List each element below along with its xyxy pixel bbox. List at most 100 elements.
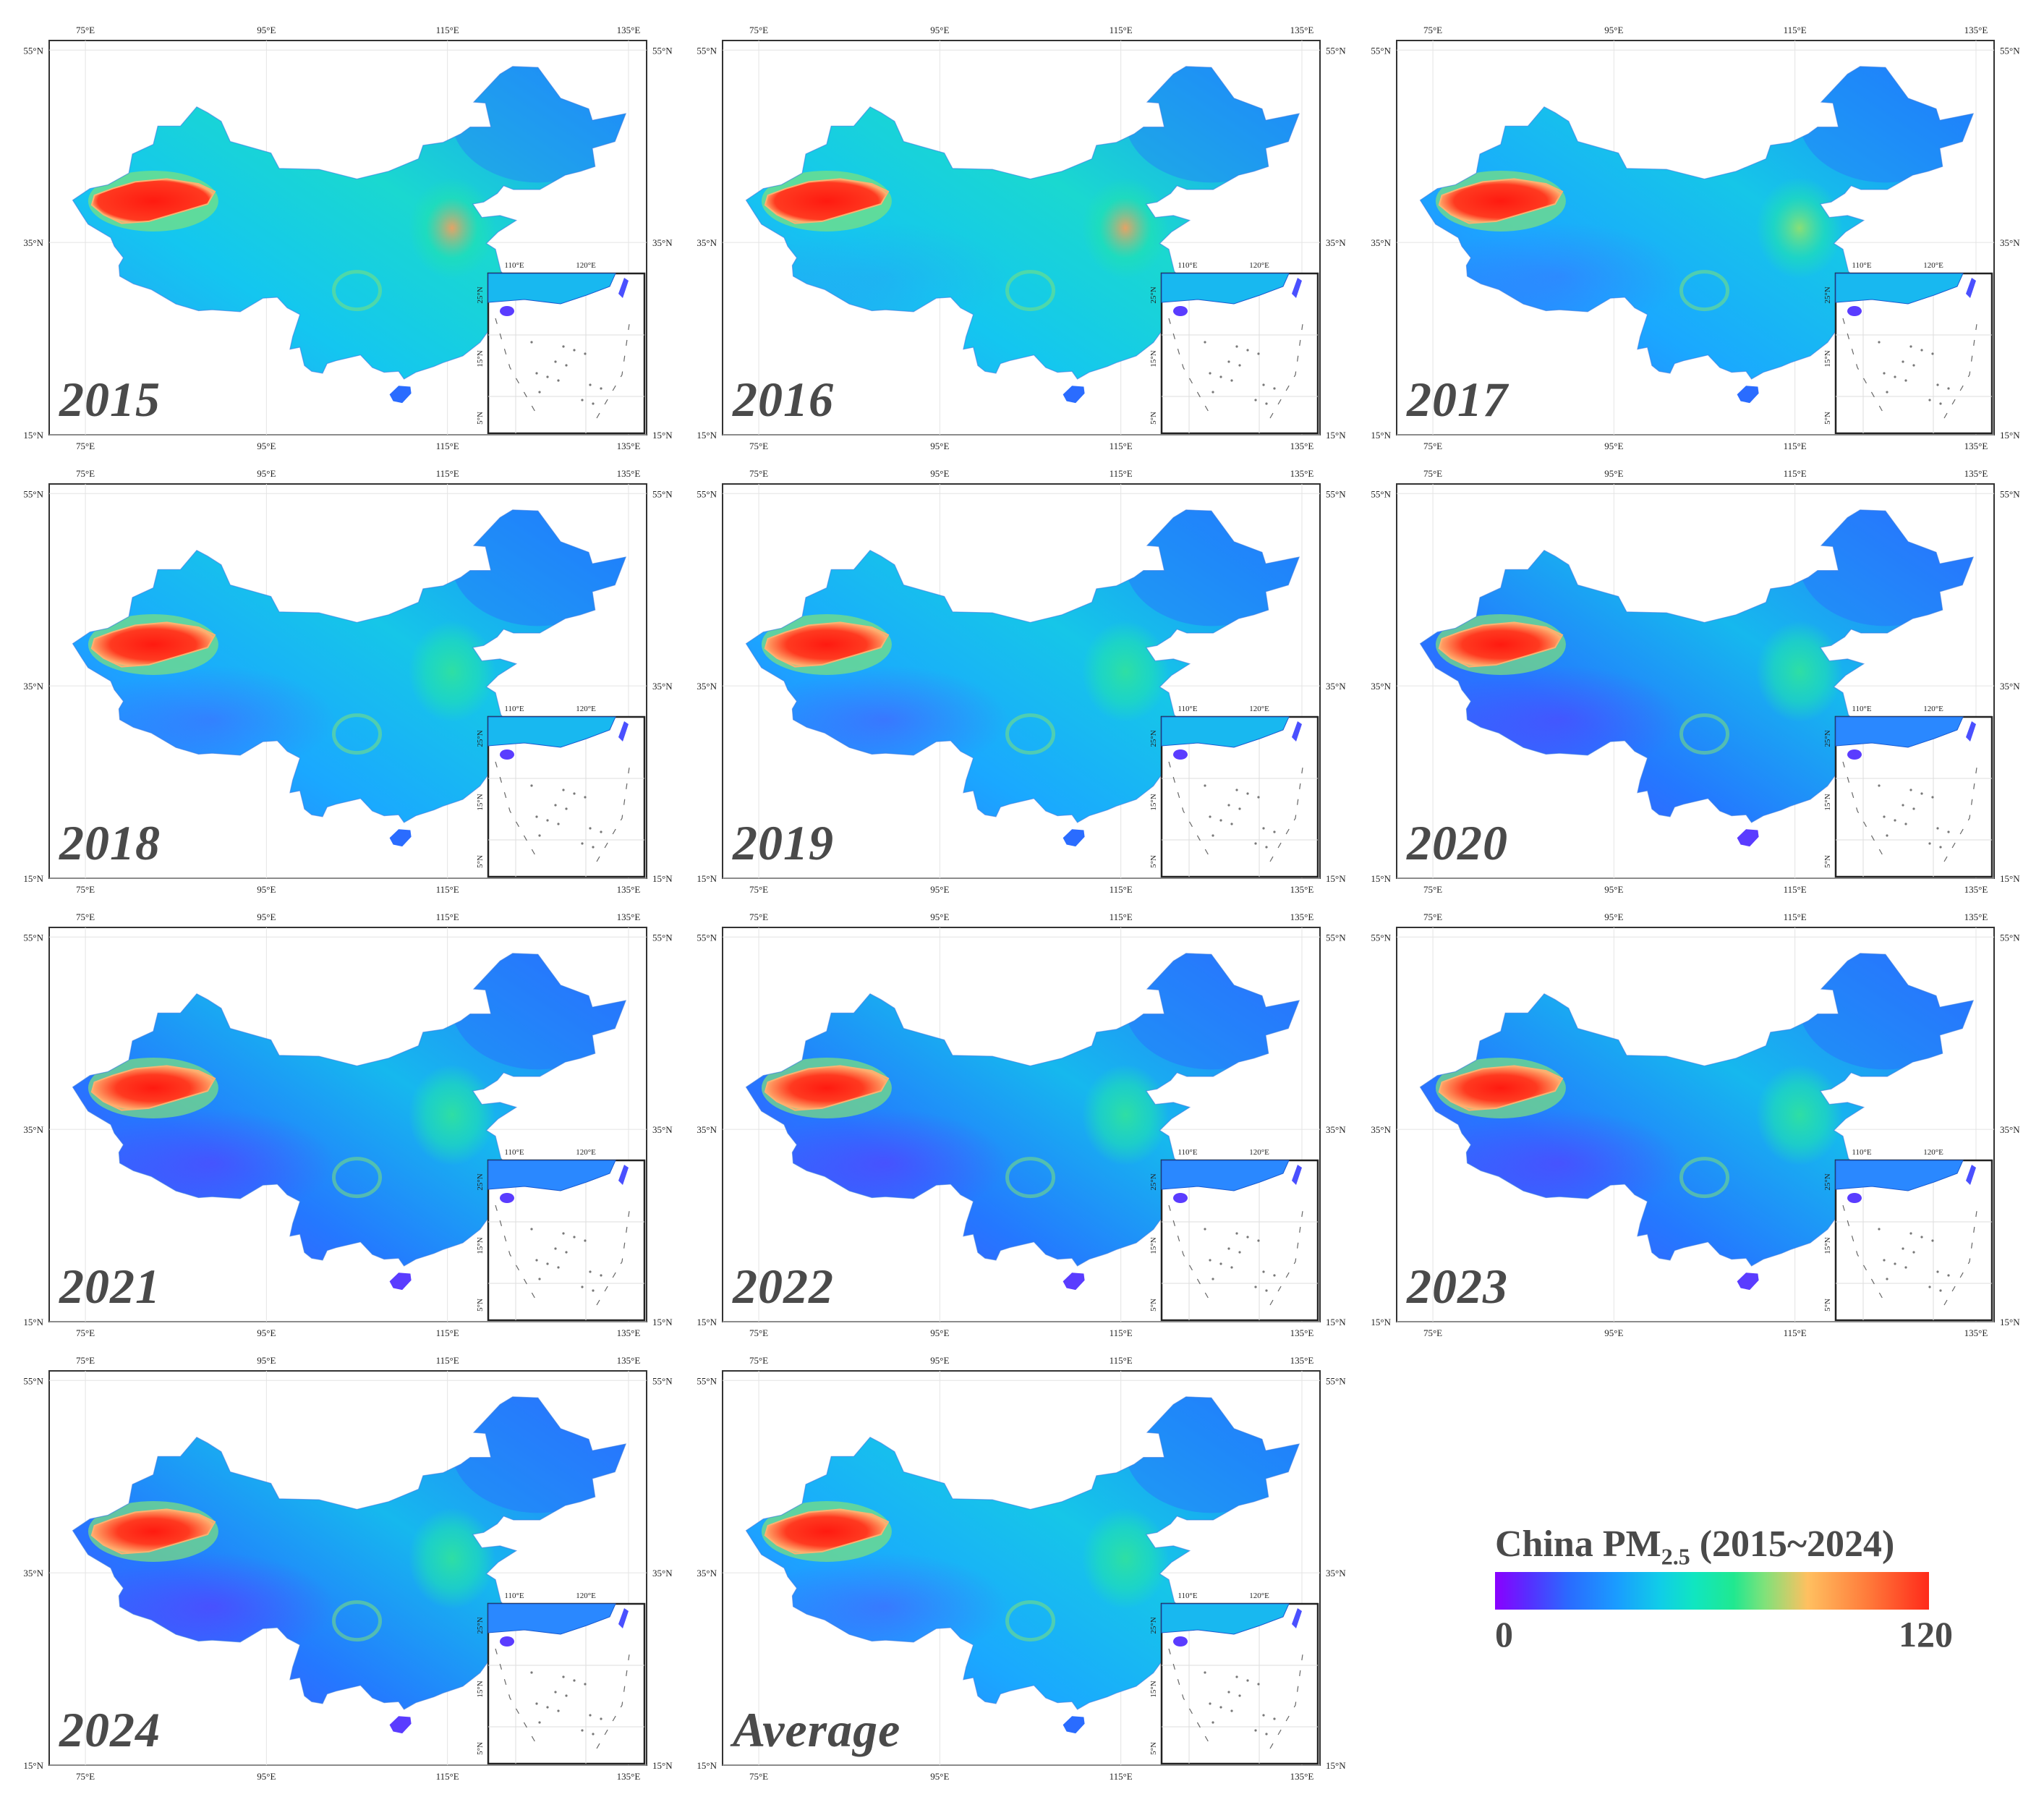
lat-tick-left: 15°N — [23, 430, 43, 441]
lon-tick-top: 135°E — [617, 1355, 641, 1366]
lon-tick-top: 115°E — [1110, 468, 1133, 479]
lon-tick-bottom: 75°E — [1423, 441, 1442, 451]
inset-lon-120: 120°E — [576, 1148, 596, 1157]
inset-lat-5: 5°N — [476, 1742, 485, 1755]
map-panel-2021: 110°E 120°E 25°N 15°N 5°N 75°E 75°E 95°E 95°E 115… — [0, 887, 684, 1338]
lat-tick-right: 35°N — [652, 1124, 673, 1135]
panel-year-label: 2015 — [59, 372, 161, 427]
inset-lon-110: 110°E — [1178, 261, 1197, 270]
lat-tick-left: 55°N — [1371, 488, 1391, 499]
map-panel-2015: 110°E 120°E 25°N 15°N 5°N 75°E 75°E 95°E 95°E 115… — [0, 0, 684, 451]
map-panel-2016: 110°E 120°E 25°N 15°N 5°N 75°E 75°E 95°E 95°E 115… — [673, 0, 1358, 451]
lon-tick-bottom: 115°E — [1784, 1327, 1807, 1338]
lon-tick-top: 95°E — [930, 912, 949, 922]
hainan-island — [389, 1272, 412, 1291]
map-panel-average: 110°E 120°E 25°N 15°N 5°N 75°E 75°E 95°E 95°E 115… — [673, 1330, 1358, 1782]
lon-tick-bottom: 115°E — [1784, 884, 1807, 895]
lon-tick-top: 115°E — [436, 25, 459, 35]
lon-tick-top: 75°E — [1423, 468, 1442, 479]
inset-lon-110: 110°E — [504, 261, 524, 270]
inset-lat-5: 5°N — [476, 855, 485, 868]
legend-max-label: 120 — [1899, 1614, 1953, 1654]
lon-tick-top: 75°E — [76, 468, 95, 479]
hainan-island — [1063, 829, 1085, 847]
lat-tick-left: 55°N — [697, 932, 717, 943]
hainan-island — [1737, 829, 1759, 847]
panel-year-label: 2020 — [1407, 815, 1508, 870]
inset-lon-110: 110°E — [1178, 1148, 1197, 1157]
lat-tick-right: 55°N — [652, 45, 673, 56]
map-panel-2018: 110°E 120°E 25°N 15°N 5°N 75°E 75°E 95°E 95°E 115… — [0, 443, 684, 895]
lon-tick-bottom: 95°E — [257, 441, 276, 451]
lon-tick-top: 135°E — [617, 25, 641, 35]
lon-tick-top: 75°E — [1423, 25, 1442, 35]
lat-tick-right: 35°N — [652, 681, 673, 692]
lon-tick-bottom: 75°E — [749, 1771, 768, 1782]
inset-lat-15: 15°N — [1149, 350, 1158, 367]
lon-tick-top: 115°E — [1110, 912, 1133, 922]
lon-tick-bottom: 75°E — [1423, 884, 1442, 895]
lat-tick-right: 35°N — [1326, 1124, 1346, 1135]
china-outline — [1419, 953, 1975, 1267]
lat-tick-left: 55°N — [697, 45, 717, 56]
lat-tick-left: 55°N — [23, 1375, 43, 1386]
lat-tick-left: 15°N — [697, 1317, 717, 1327]
lon-tick-bottom: 135°E — [1964, 884, 1988, 895]
lon-tick-top: 135°E — [617, 468, 641, 479]
panel-year-label: 2017 — [1407, 372, 1508, 427]
inset-lat-5: 5°N — [476, 412, 485, 425]
lat-tick-right: 15°N — [1326, 1317, 1346, 1327]
lon-tick-top: 95°E — [930, 1355, 949, 1366]
inset-lon-120: 120°E — [1249, 1592, 1269, 1600]
inset-lon-120: 120°E — [576, 261, 596, 270]
inset-lon-110: 110°E — [504, 1592, 524, 1600]
lat-tick-right: 35°N — [1326, 237, 1346, 248]
panel-year-label: 2022 — [733, 1259, 834, 1314]
map-panel-2019: 110°E 120°E 25°N 15°N 5°N 75°E 75°E 95°E 95°E 115… — [673, 443, 1358, 895]
lon-tick-top: 75°E — [1423, 912, 1442, 922]
lat-tick-left: 35°N — [1371, 1124, 1391, 1135]
lon-tick-top: 115°E — [436, 468, 459, 479]
legend-min-label: 0 — [1495, 1614, 1513, 1654]
lon-tick-top: 115°E — [1784, 25, 1807, 35]
lon-tick-bottom: 75°E — [749, 1327, 768, 1338]
inset-lon-120: 120°E — [1249, 261, 1269, 270]
map-panel-2017: 110°E 120°E 25°N 15°N 5°N 75°E 75°E 95°E 95°E 115… — [1347, 0, 2032, 451]
hainan-island — [1737, 1272, 1759, 1291]
lon-tick-top: 75°E — [749, 912, 768, 922]
lon-tick-top: 95°E — [1604, 912, 1623, 922]
map-svg: 110°E 120°E 25°N 15°N 5°N 75°E 75°E 95°E 95°E 115… — [697, 912, 1346, 1338]
lon-tick-bottom: 95°E — [930, 1327, 949, 1338]
lon-tick-top: 95°E — [930, 468, 949, 479]
lon-tick-top: 115°E — [1110, 1355, 1133, 1366]
lon-tick-bottom: 95°E — [1604, 884, 1623, 895]
map-svg: 110°E 120°E 25°N 15°N 5°N 75°E 75°E 95°E 95°E 115… — [697, 1355, 1346, 1782]
lat-tick-right: 55°N — [1326, 488, 1346, 499]
lon-tick-bottom: 135°E — [1290, 1771, 1314, 1782]
inset-lon-110: 110°E — [1178, 705, 1197, 713]
lat-tick-left: 55°N — [23, 488, 43, 499]
lat-tick-left: 35°N — [23, 237, 43, 248]
lon-tick-top: 95°E — [1604, 468, 1623, 479]
lat-tick-left: 35°N — [23, 1124, 43, 1135]
lon-tick-bottom: 115°E — [436, 1327, 459, 1338]
lon-tick-top: 135°E — [1290, 468, 1314, 479]
lon-tick-bottom: 115°E — [436, 884, 459, 895]
lat-tick-left: 35°N — [697, 1124, 717, 1135]
map-svg: 110°E 120°E 25°N 15°N 5°N 75°E 75°E 95°E 95°E 115… — [23, 25, 673, 451]
inset-lat-5: 5°N — [1823, 412, 1832, 425]
lat-tick-left: 15°N — [1371, 430, 1391, 441]
china-outline — [72, 1396, 627, 1710]
south-china-sea-inset: 110°E 120°E 25°N 15°N 5°N — [476, 1592, 646, 1765]
inset-lat-25: 25°N — [476, 1617, 485, 1633]
lon-tick-top: 95°E — [257, 1355, 276, 1366]
lon-tick-bottom: 75°E — [76, 441, 95, 451]
map-svg: 110°E 120°E 25°N 15°N 5°N 75°E 75°E 95°E 95°E 115… — [23, 468, 673, 895]
south-china-sea-inset: 110°E 120°E 25°N 15°N 5°N — [1149, 705, 1319, 878]
lon-tick-bottom: 135°E — [1964, 441, 1988, 451]
lon-tick-bottom: 95°E — [257, 884, 276, 895]
lon-tick-bottom: 115°E — [1110, 884, 1133, 895]
inset-lat-15: 15°N — [476, 1681, 485, 1697]
lon-tick-bottom: 135°E — [1964, 1327, 1988, 1338]
inset-lon-110: 110°E — [504, 1148, 524, 1157]
